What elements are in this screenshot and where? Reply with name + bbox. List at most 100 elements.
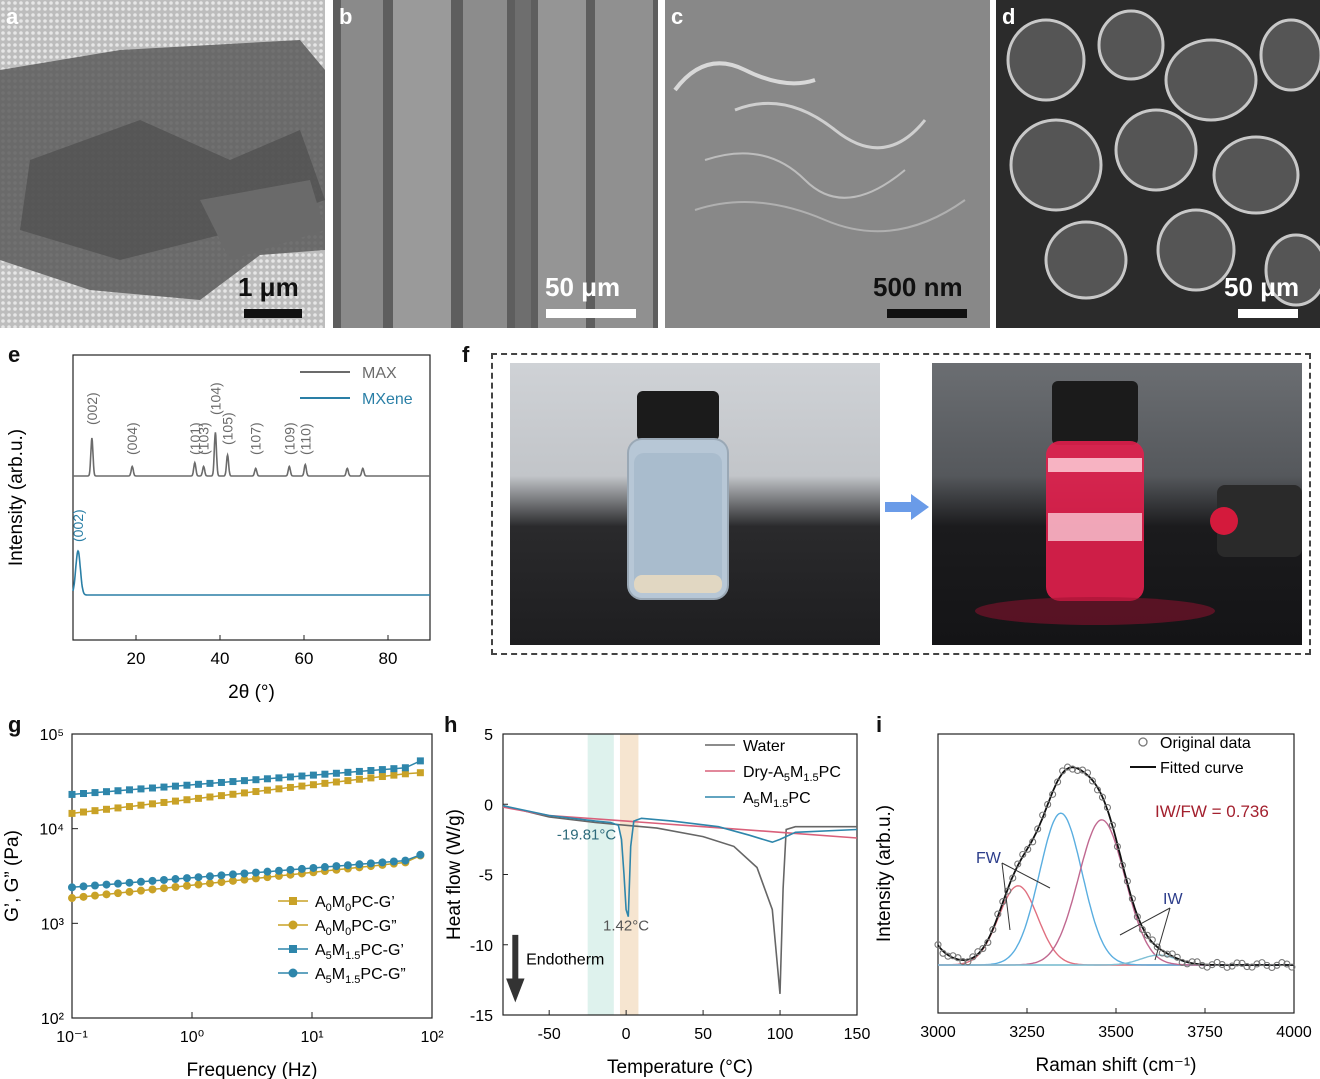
annotation-peak: 1.42°C [603, 918, 649, 935]
point-g [182, 874, 191, 883]
arrow-right-icon [885, 494, 929, 520]
fw-pointer-2 [1001, 862, 1011, 931]
data-point-i [1153, 943, 1161, 951]
panel-label-i: i [876, 712, 883, 737]
point-g [298, 772, 306, 780]
x-tick-label-g: 10² [420, 1029, 444, 1046]
data-point-i [1228, 962, 1236, 970]
x-tick-label-e: 60 [295, 649, 314, 668]
point-g [171, 797, 179, 805]
iw-pointer-1 [1119, 907, 1171, 936]
x-axis-label-e: 2θ (°) [228, 682, 275, 703]
point-g [183, 781, 191, 789]
data-point-i [1188, 958, 1196, 966]
point-g [194, 780, 202, 788]
point-g [240, 875, 249, 884]
point-g [79, 790, 87, 798]
data-point-i [1014, 860, 1022, 868]
point-g [194, 873, 203, 882]
point-g [148, 784, 156, 792]
y-tick-label-g: 10⁵ [40, 727, 64, 744]
x-tick-label-i: 3750 [1187, 1024, 1223, 1041]
point-g [263, 786, 271, 794]
point-g [332, 778, 340, 786]
point-g [321, 779, 329, 787]
x-tick-label-g: 10⁻¹ [56, 1029, 88, 1046]
legend-label-h: Dry-A5M1.5PC [743, 764, 841, 784]
point-g [68, 809, 76, 817]
point-g [309, 863, 318, 872]
point-g [171, 882, 180, 891]
point-g [102, 890, 111, 899]
x-axis-label-g: Frequency (Hz) [187, 1060, 318, 1079]
point-g [183, 796, 191, 804]
point-g [159, 884, 168, 893]
point-g [355, 767, 363, 775]
point-g [263, 867, 272, 876]
point-g [367, 767, 375, 775]
annotation-onset: -19.81°C [557, 826, 617, 843]
point-g [194, 880, 203, 889]
point-g [286, 773, 294, 781]
data-point-i [1039, 811, 1047, 819]
x-tick-label-i: 3000 [920, 1024, 956, 1041]
point-g [378, 766, 386, 774]
data-point-i [1049, 790, 1057, 798]
panel-label-g: g [8, 712, 22, 737]
point-g [389, 857, 398, 866]
data-point-i [1158, 949, 1166, 957]
y-tick-label-h: -10 [470, 938, 493, 955]
point-g [160, 783, 168, 791]
point-g [320, 863, 329, 872]
series-line-h [502, 804, 858, 917]
point-g [182, 881, 191, 890]
point-g [113, 879, 122, 888]
legend-label-g: A5M1.5PC-G’ [315, 942, 404, 962]
point-g [114, 804, 122, 812]
y-tick-label-g: 10² [41, 1011, 65, 1028]
point-g [137, 801, 145, 809]
peak-label-max: (105) [220, 412, 236, 445]
point-g [137, 785, 145, 793]
point-g [229, 778, 237, 786]
data-point-i [959, 958, 967, 966]
ratio-label-i: IW/FW = 0.736 [1155, 802, 1269, 821]
data-point-i [964, 958, 972, 966]
point-g [401, 856, 410, 865]
legend-marker-g [288, 968, 298, 978]
y-axis-label-g: G’, G” (Pa) [2, 830, 23, 922]
panel-label-a: a [6, 4, 19, 29]
point-g [136, 886, 145, 895]
peak-label-mxene: (002) [70, 509, 86, 542]
point-g [68, 894, 76, 903]
peak-label-max: (107) [248, 422, 264, 455]
point-g [390, 765, 398, 773]
x-tick-label-g: 10¹ [300, 1029, 323, 1046]
scale-bar-label-c: 500 nm [873, 272, 963, 302]
vial-laser [975, 381, 1302, 625]
x-tick-label-e: 20 [127, 649, 146, 668]
data-point-i [1024, 845, 1032, 853]
legend-marker-g [289, 897, 297, 905]
point-g [297, 864, 306, 873]
y-tick-label-h: -5 [479, 868, 493, 885]
annotation-endotherm: Endotherm [526, 951, 604, 968]
x-tick-label-e: 80 [379, 649, 398, 668]
point-g [416, 757, 424, 765]
legend-label-g: A5M1.5PC-G” [315, 966, 406, 986]
data-point-i [1009, 874, 1017, 882]
sem-fibers-b [333, 0, 658, 328]
data-point-i [1193, 958, 1201, 966]
data-point-i [1248, 963, 1256, 971]
point-g [263, 775, 271, 783]
point-g [217, 792, 225, 800]
point-g [91, 789, 99, 797]
data-point-i [1093, 786, 1102, 794]
data-point-i [1113, 843, 1121, 851]
y-axis-label-h: Heat flow (W/g) [444, 809, 465, 940]
data-point-i [1103, 803, 1112, 812]
y-tick-label-h: 0 [484, 797, 493, 814]
data-point-i [1069, 765, 1077, 773]
data-point-i [1108, 821, 1116, 829]
peak-label-max: (109) [281, 422, 297, 455]
